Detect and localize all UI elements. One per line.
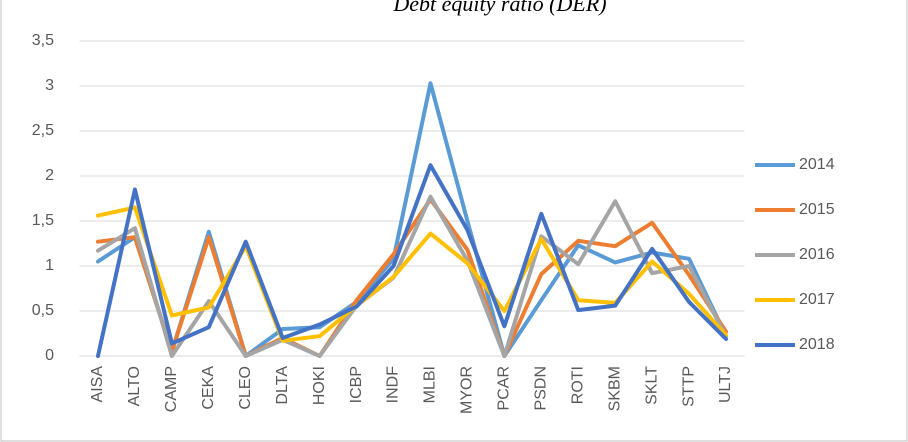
y-tick-label: 0	[45, 347, 54, 364]
legend-label: 2016	[799, 246, 835, 263]
x-tick-label: INDF	[385, 366, 402, 404]
y-tick-label: 2,5	[32, 122, 54, 139]
x-tick-label: AISA	[89, 366, 106, 403]
y-tick-label: 1	[45, 257, 54, 274]
x-tick-label: HOKI	[311, 366, 328, 405]
series-line	[95, 197, 729, 358]
legend-label: 2015	[799, 201, 835, 218]
x-tick-label: ICBP	[348, 366, 365, 403]
series-line	[95, 163, 729, 358]
x-tick-label: CEKA	[200, 366, 217, 410]
x-tick-label: MYOR	[459, 366, 476, 414]
x-tick-label: MLBI	[422, 366, 439, 403]
x-tick-label: ROTI	[569, 366, 586, 404]
x-tick-label: SKLT	[643, 366, 660, 405]
x-tick-label: DLTA	[274, 366, 291, 405]
x-tick-label: CAMP	[163, 366, 180, 412]
x-tick-label: ULTJ	[717, 366, 734, 403]
x-tick-label: CLEO	[237, 366, 254, 410]
chart-title: Debt equity ratio (DER)	[392, 0, 606, 16]
x-tick-label: ALTO	[126, 366, 143, 406]
y-tick-label: 2	[45, 167, 54, 184]
legend-label: 2014	[799, 156, 835, 173]
y-tick-label: 1,5	[32, 212, 54, 229]
x-tick-label: PSDN	[533, 366, 550, 410]
y-tick-label: 3,5	[32, 32, 54, 49]
x-tick-label: SKBM	[606, 366, 623, 411]
legend-label: 2017	[799, 291, 835, 308]
legend-label: 2018	[799, 336, 835, 353]
x-tick-label: STTP	[680, 366, 697, 407]
x-tick-label: PCAR	[496, 366, 513, 410]
y-tick-label: 3	[45, 77, 54, 94]
y-tick-label: 0,5	[32, 302, 54, 319]
